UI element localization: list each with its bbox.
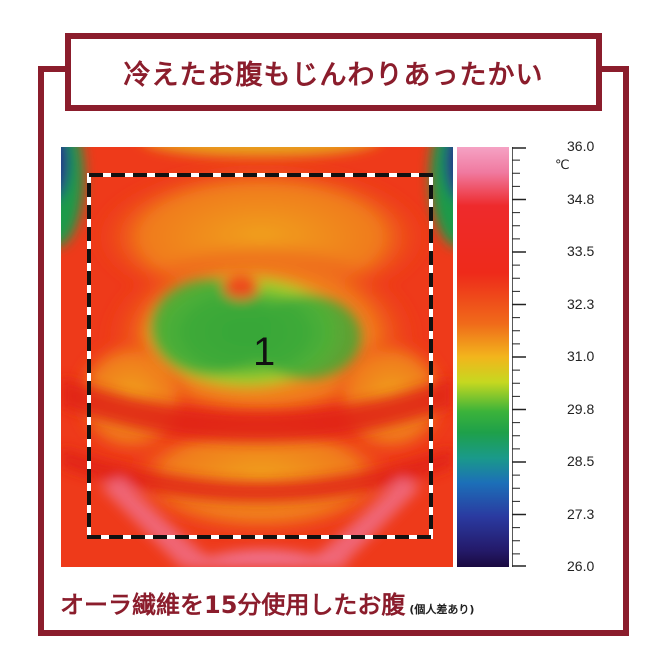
- measure-box-white: [87, 173, 433, 539]
- page-title: 冷えたお腹もじんわりあったかい: [123, 59, 544, 91]
- caption-note: (個人差あり): [409, 603, 475, 616]
- temperature-scale-bar: [457, 147, 509, 567]
- scale-tick-label: 27.3: [567, 505, 595, 522]
- caption: オーラ繊維を15分使用したお腹 (個人差あり): [60, 585, 474, 620]
- scale-tick-label: 28.5: [567, 453, 595, 469]
- scale-tick-label: 26.0: [567, 558, 595, 574]
- scale-tick-label: 29.8: [567, 400, 595, 417]
- scale-ticks: [512, 147, 526, 567]
- thermal-image: 1: [61, 147, 453, 567]
- scale-tick-label: 34.8: [567, 190, 595, 207]
- scale-tick-label: 32.3: [567, 295, 595, 312]
- unit-label: ℃: [555, 158, 570, 173]
- scale-tick-label: 36.0: [567, 138, 595, 154]
- caption-main: オーラ繊維を15分使用したお腹: [60, 591, 406, 619]
- thermal-heatmap: 1: [61, 147, 453, 567]
- region-label: 1: [253, 330, 275, 374]
- scale-tick-label: 33.5: [567, 243, 595, 259]
- scale-tick-label: 31.0: [567, 348, 595, 364]
- title-box: 冷えたお腹もじんわりあったかい: [65, 33, 602, 111]
